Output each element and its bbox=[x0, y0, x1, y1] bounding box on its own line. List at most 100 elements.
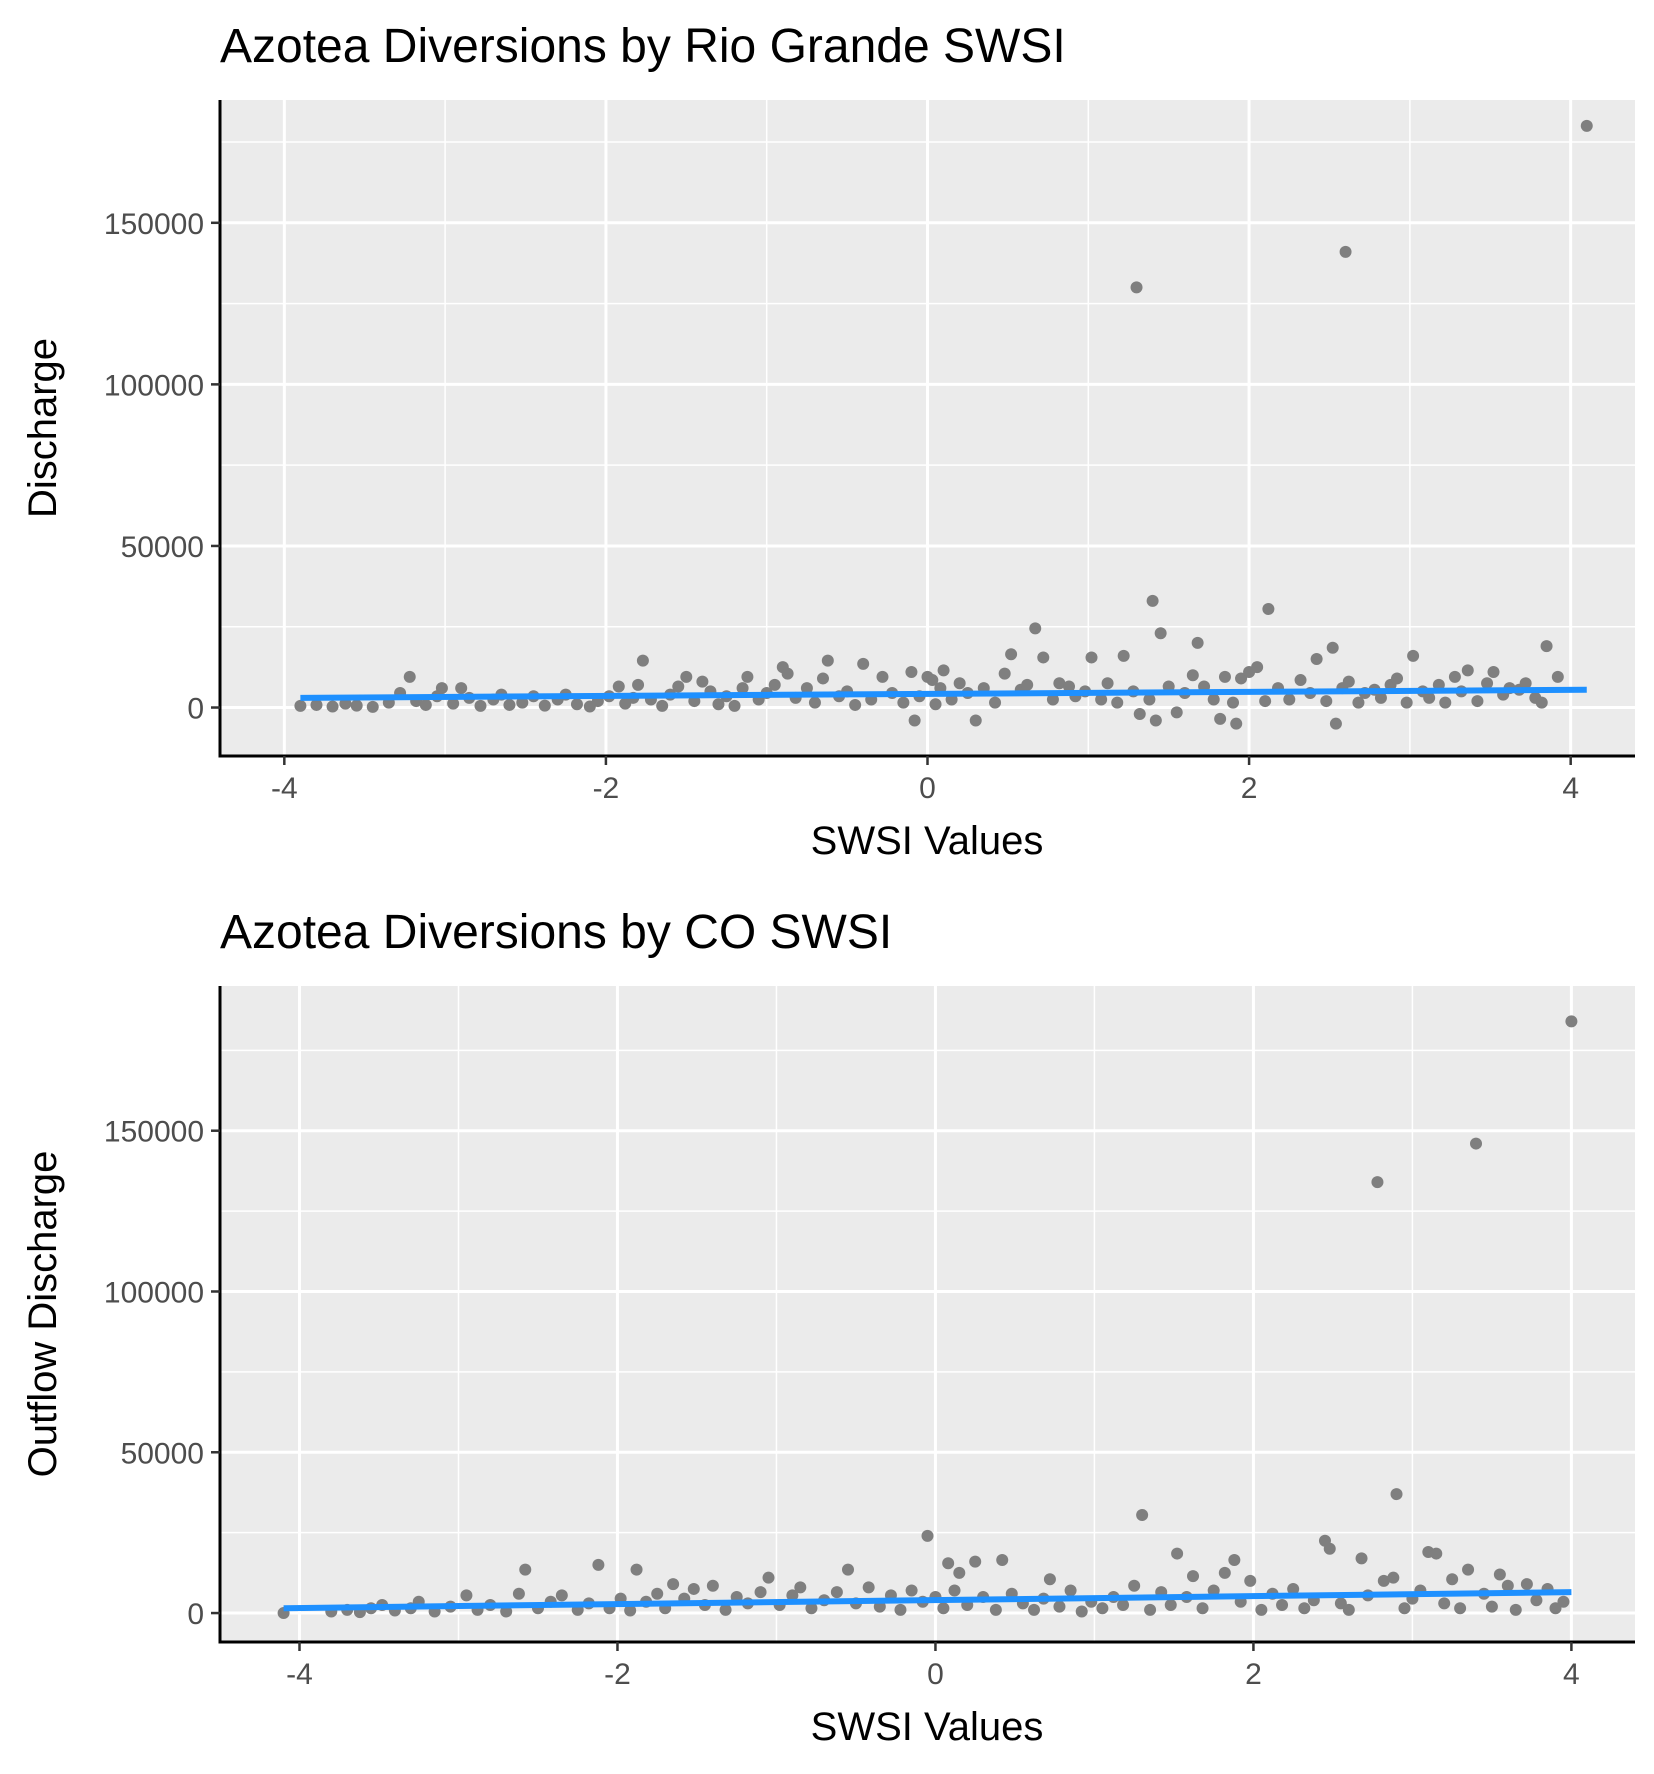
data-point bbox=[989, 696, 1002, 709]
x-tick-labels: -4 -2 0 2 4 bbox=[286, 1658, 1580, 1691]
y-tick-label: 100000 bbox=[104, 369, 204, 402]
data-point bbox=[672, 680, 685, 693]
data-point bbox=[1509, 1603, 1522, 1616]
x-tick-label: 2 bbox=[1245, 1658, 1262, 1691]
data-point bbox=[897, 696, 910, 709]
data-point bbox=[1481, 677, 1494, 690]
data-point bbox=[1227, 696, 1240, 709]
data-point bbox=[1535, 696, 1548, 709]
data-point bbox=[1387, 1571, 1400, 1584]
data-point bbox=[1283, 693, 1296, 706]
data-point bbox=[862, 1581, 875, 1594]
data-point bbox=[538, 699, 551, 712]
data-point bbox=[366, 700, 379, 713]
data-point bbox=[1259, 695, 1272, 708]
data-point bbox=[680, 670, 693, 683]
chart-title: Azotea Diversions by CO SWSI bbox=[220, 906, 892, 959]
data-point bbox=[1117, 1599, 1130, 1612]
data-point bbox=[519, 1563, 532, 1576]
data-point bbox=[1064, 1584, 1077, 1597]
data-point bbox=[310, 698, 323, 711]
y-axis-title: Outflow Discharge bbox=[21, 1151, 65, 1478]
data-point bbox=[1075, 1605, 1088, 1618]
data-point bbox=[781, 667, 794, 680]
data-point bbox=[719, 1603, 732, 1616]
data-point bbox=[632, 678, 645, 691]
data-point bbox=[1342, 675, 1355, 688]
data-point bbox=[1117, 649, 1130, 662]
data-point bbox=[794, 1581, 807, 1594]
data-point bbox=[905, 1584, 918, 1597]
data-point bbox=[630, 1563, 643, 1576]
data-point bbox=[908, 714, 921, 727]
data-point bbox=[294, 699, 307, 712]
data-point bbox=[1448, 670, 1461, 683]
data-point bbox=[821, 654, 834, 667]
data-point bbox=[1170, 706, 1183, 719]
data-point bbox=[403, 670, 416, 683]
data-point bbox=[1530, 1594, 1543, 1607]
data-point bbox=[830, 1586, 843, 1599]
data-point bbox=[996, 1554, 1009, 1566]
data-point bbox=[1218, 670, 1231, 683]
data-point bbox=[1501, 1579, 1514, 1592]
data-point bbox=[1580, 119, 1593, 132]
data-point bbox=[953, 1566, 966, 1579]
major-grid bbox=[220, 986, 1635, 1642]
data-point bbox=[1430, 1547, 1443, 1560]
data-point bbox=[592, 1558, 605, 1571]
data-point bbox=[419, 698, 432, 711]
plot-panel bbox=[220, 986, 1635, 1642]
data-point bbox=[1029, 622, 1042, 635]
y-tick-labels: 0 50000 100000 150000 bbox=[104, 1116, 204, 1631]
data-point bbox=[1326, 641, 1339, 654]
data-point bbox=[667, 1578, 680, 1591]
data-point bbox=[1374, 691, 1387, 704]
data-point bbox=[1400, 696, 1413, 709]
data-point bbox=[1096, 1602, 1109, 1615]
data-point bbox=[1143, 693, 1156, 706]
data-point bbox=[998, 667, 1011, 680]
data-point bbox=[447, 697, 460, 710]
y-axis-title: Discharge bbox=[21, 338, 65, 518]
x-tick-label: -2 bbox=[604, 1658, 631, 1691]
data-point bbox=[1021, 678, 1034, 691]
data-point bbox=[555, 1589, 568, 1602]
data-point bbox=[808, 696, 821, 709]
data-point bbox=[948, 1584, 961, 1597]
data-point bbox=[1352, 696, 1365, 709]
chart-title: Azotea Diversions by Rio Grande SWSI bbox=[220, 20, 1066, 73]
data-point bbox=[1043, 1573, 1056, 1586]
data-point bbox=[969, 714, 982, 727]
data-point bbox=[926, 674, 939, 687]
data-point bbox=[1377, 1574, 1390, 1587]
data-point bbox=[1565, 1015, 1578, 1028]
data-point bbox=[1471, 695, 1484, 708]
x-tick-label: 0 bbox=[919, 772, 936, 805]
data-point bbox=[516, 696, 529, 709]
data-point bbox=[1130, 281, 1143, 294]
x-tick-label: 2 bbox=[1241, 772, 1258, 805]
data-point bbox=[1454, 1602, 1467, 1615]
axes bbox=[218, 986, 1635, 1644]
data-point bbox=[842, 1563, 855, 1576]
y-tick-label: 150000 bbox=[104, 1116, 204, 1149]
data-point bbox=[768, 678, 781, 691]
data-point bbox=[800, 682, 813, 695]
data-point bbox=[656, 699, 669, 712]
minor-grid bbox=[220, 986, 1635, 1642]
data-point bbox=[1320, 695, 1333, 708]
data-point bbox=[1390, 1488, 1403, 1501]
data-point bbox=[474, 699, 487, 712]
data-point bbox=[1493, 1568, 1506, 1581]
data-point bbox=[1551, 670, 1564, 683]
y-tick-label: 50000 bbox=[121, 531, 204, 564]
data-point bbox=[651, 1587, 664, 1600]
data-point bbox=[1149, 714, 1162, 727]
data-point bbox=[1063, 680, 1075, 693]
data-point bbox=[762, 1571, 775, 1584]
data-point bbox=[1549, 1602, 1562, 1615]
data-point bbox=[1407, 649, 1420, 662]
data-point bbox=[1128, 1579, 1141, 1592]
data-point bbox=[1540, 640, 1553, 653]
